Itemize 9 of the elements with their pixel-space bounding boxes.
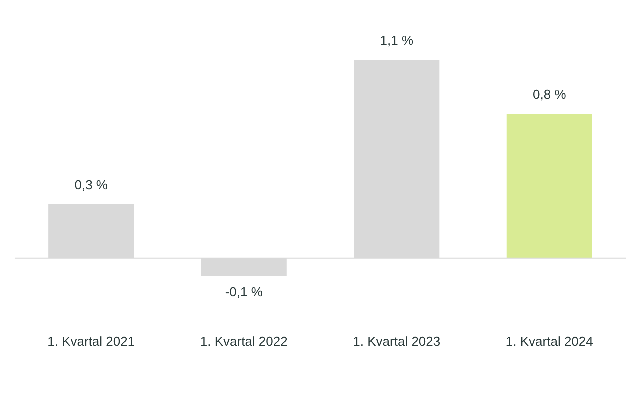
data-label: 0,8 % — [533, 87, 567, 102]
x-tick-label: 1. Kvartal 2021 — [48, 334, 136, 349]
x-tick-label: 1. Kvartal 2022 — [200, 334, 288, 349]
data-label: 1,1 % — [380, 33, 414, 48]
x-tick-label: 1. Kvartal 2024 — [506, 334, 594, 349]
data-label: 0,3 % — [74, 177, 108, 192]
bar — [506, 114, 592, 258]
x-tick-label: 1. Kvartal 2023 — [353, 334, 441, 349]
data-label: -0,1 % — [225, 284, 264, 300]
